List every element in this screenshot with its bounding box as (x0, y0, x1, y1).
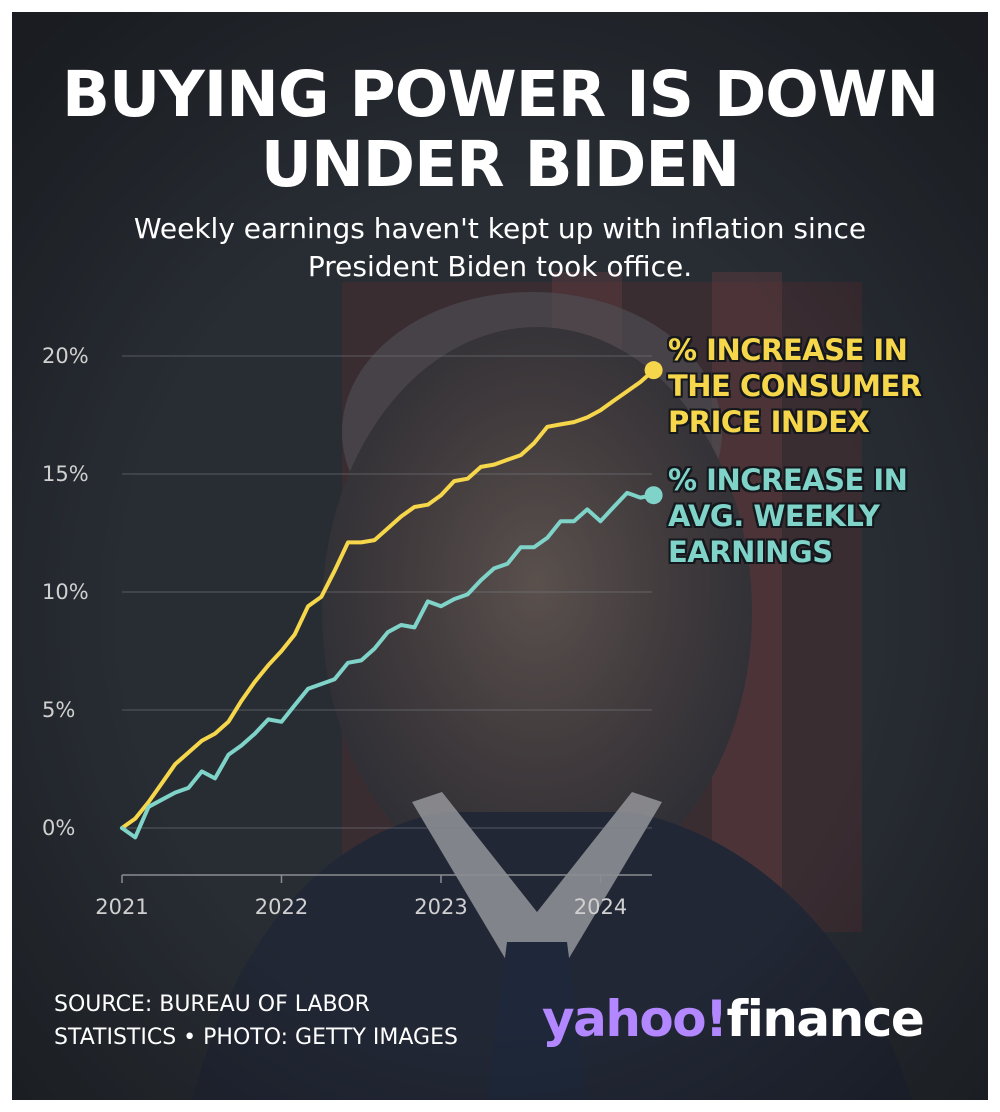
y-axis-ticks: 0% 5% 10% 15% 20% (42, 344, 89, 840)
series-label-cpi: % INCREASE IN THE CONSUMER PRICE INDEX (668, 332, 922, 440)
x-tick-label: 2024 (574, 895, 627, 919)
y-tick-label: 15% (42, 462, 89, 486)
chart-subtitle: Weekly earnings haven't kept up with inf… (12, 210, 988, 286)
series-label-line: THE CONSUMER (668, 369, 922, 403)
line-chart: 0% 5% 10% 15% 20% 2021 2022 2023 2024 (42, 344, 663, 919)
source-line: SOURCE: BUREAU OF LABOR (54, 992, 370, 1017)
yahoo-finance-logo: yahoo!finance (542, 984, 925, 1054)
earnings-series-line (120, 490, 656, 840)
logo-brand: yahoo! (542, 990, 728, 1048)
y-tick-label: 10% (42, 580, 89, 604)
x-tick-label: 2021 (95, 895, 148, 919)
series-label-line: % INCREASE IN (668, 463, 908, 497)
gridlines (122, 355, 652, 829)
x-axis-ticks: 2021 2022 2023 2024 (95, 875, 627, 919)
cpi-endpoint-marker (644, 361, 663, 380)
y-tick-label: 5% (42, 698, 75, 722)
series-label-line: PRICE INDEX (668, 405, 870, 439)
series-lines (120, 361, 663, 840)
series-label-earnings: % INCREASE IN AVG. WEEKLY EARNINGS (668, 462, 908, 570)
y-tick-label: 0% (42, 816, 75, 840)
cpi-series-line (120, 368, 656, 830)
title-line: UNDER BIDEN (260, 128, 740, 201)
x-tick-label: 2023 (414, 895, 467, 919)
series-label-line: % INCREASE IN (668, 333, 908, 367)
logo-product: finance (726, 990, 924, 1048)
x-tick-label: 2022 (255, 895, 308, 919)
subtitle-line: Weekly earnings haven't kept up with inf… (133, 212, 867, 245)
background-photo (12, 12, 988, 1100)
chart-title: BUYING POWER IS DOWN UNDER BIDEN (12, 60, 988, 200)
series-label-line: AVG. WEEKLY (668, 499, 880, 533)
y-tick-label: 20% (42, 344, 89, 368)
title-line: BUYING POWER IS DOWN (61, 58, 939, 131)
earnings-endpoint-marker (644, 486, 663, 505)
source-note: SOURCE: BUREAU OF LABOR STATISTICS • PHO… (54, 988, 458, 1054)
subtitle-line: President Biden took office. (307, 250, 693, 283)
source-line: STATISTICS • PHOTO: GETTY IMAGES (54, 1025, 458, 1050)
infographic-card: BUYING POWER IS DOWN UNDER BIDEN Weekly … (12, 12, 988, 1100)
series-label-line: EARNINGS (668, 535, 833, 569)
